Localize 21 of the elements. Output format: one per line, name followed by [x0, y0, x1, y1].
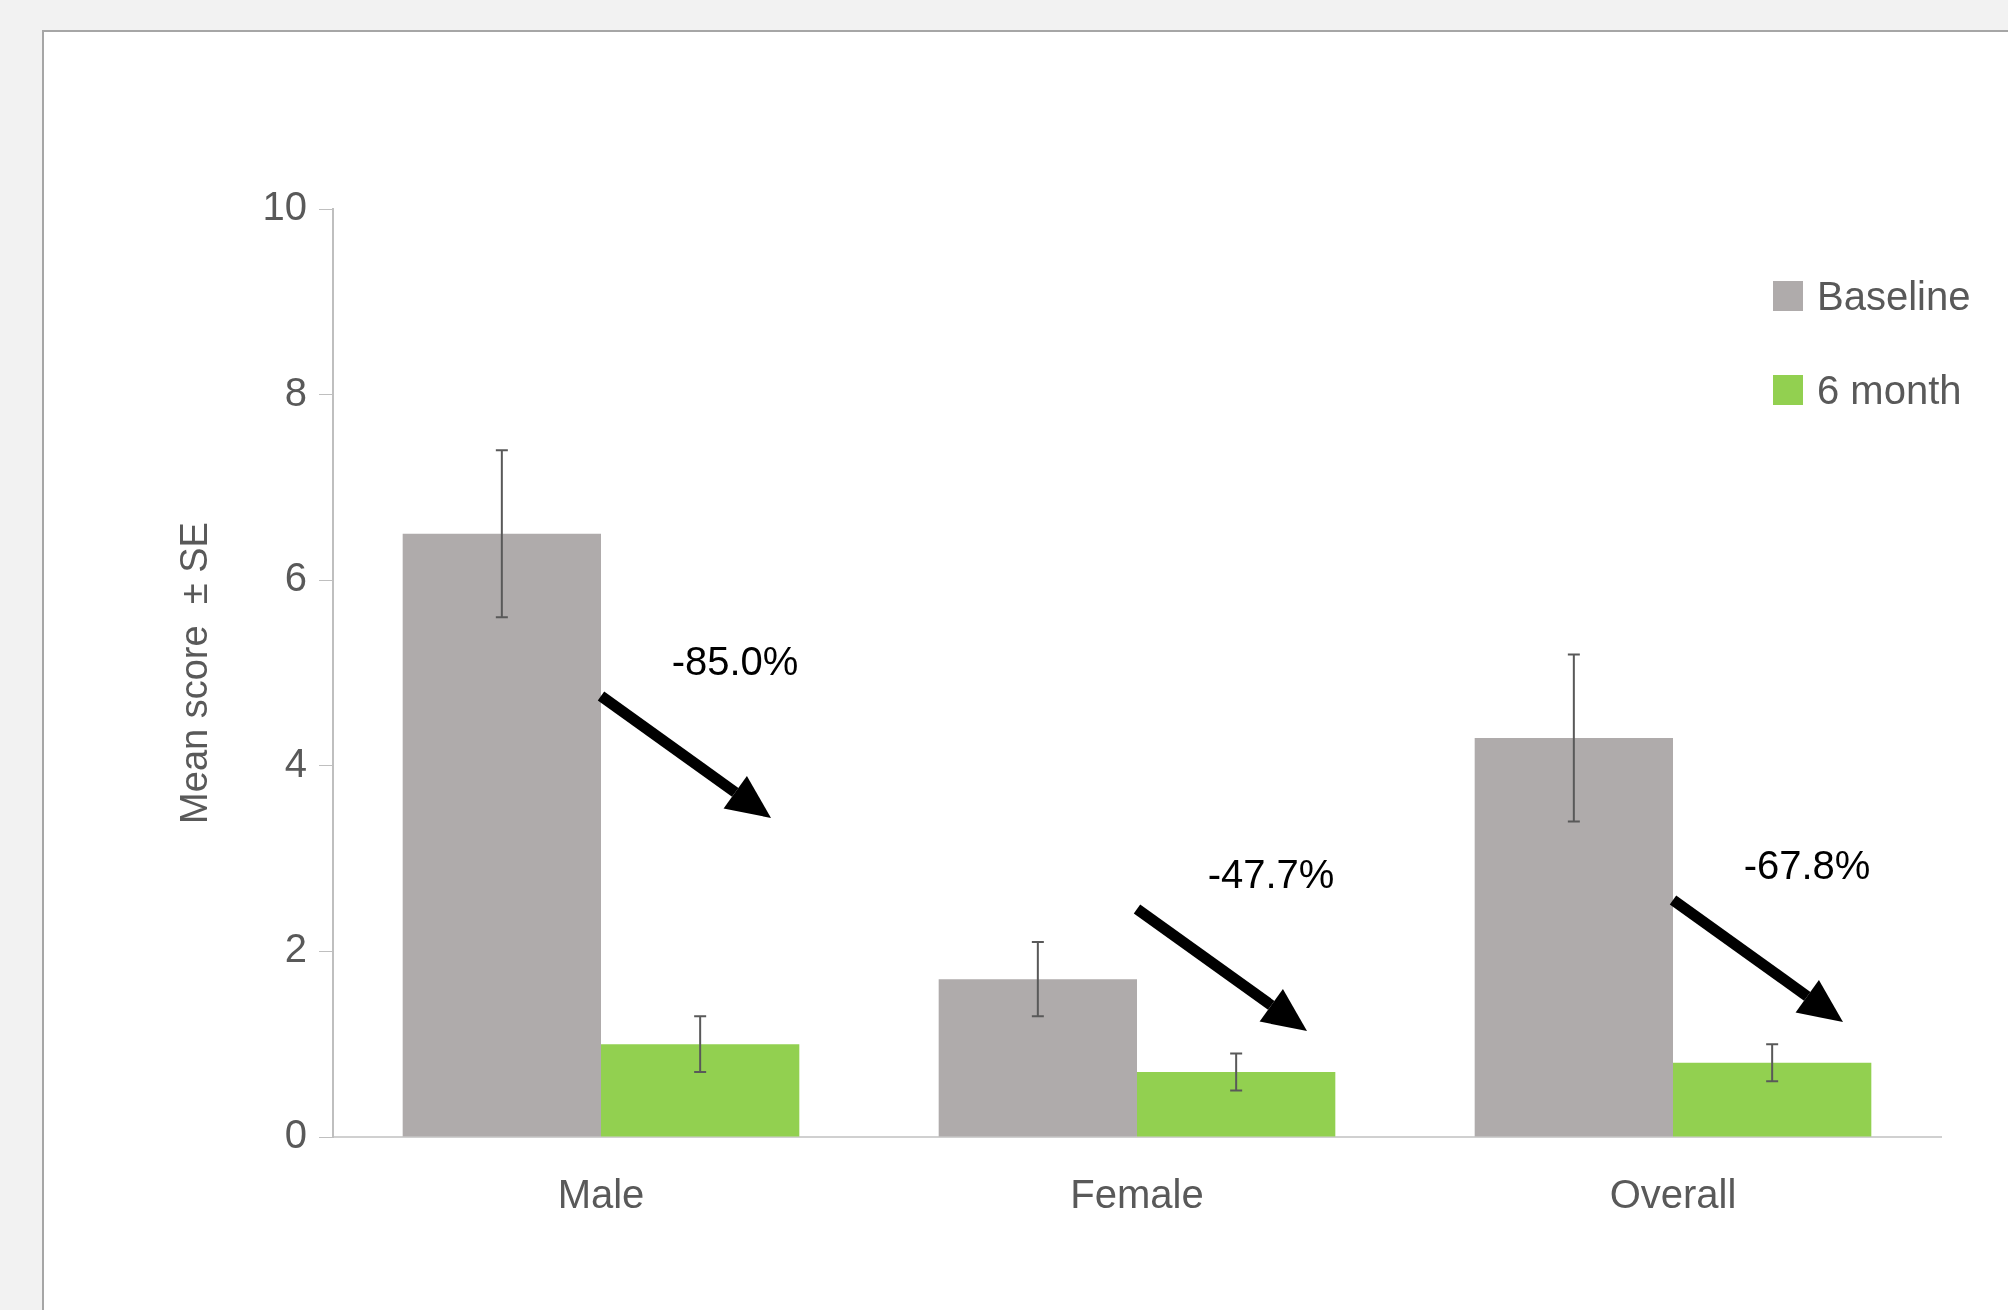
y-tick-label: 10: [262, 184, 307, 229]
y-tick-label: 8: [284, 369, 307, 414]
y-tick-label: 0: [284, 1112, 307, 1157]
y-axis-title: Mean score ± SE: [173, 522, 216, 824]
y-tick-label: 4: [284, 740, 307, 785]
legend-label: 6 month: [1817, 367, 1962, 413]
annotation: -47.7%: [1207, 852, 1335, 897]
bar: [1474, 737, 1673, 1137]
annotation: -67.8%: [1743, 842, 1871, 887]
legend-label: Baseline: [1817, 273, 1971, 319]
bar: [1137, 1072, 1336, 1137]
x-tick-label: Female: [1070, 1172, 1204, 1217]
bar: [402, 533, 601, 1137]
x-tick-label: Male: [557, 1172, 645, 1217]
bar: [1673, 1062, 1872, 1137]
y-tick-label: 6: [284, 555, 307, 600]
annotation: -85.0%: [671, 638, 799, 683]
bar: [601, 1044, 800, 1137]
y-tick-label: 2: [284, 926, 307, 971]
x-tick-label: Overall: [1609, 1172, 1737, 1217]
bar: [938, 979, 1137, 1137]
